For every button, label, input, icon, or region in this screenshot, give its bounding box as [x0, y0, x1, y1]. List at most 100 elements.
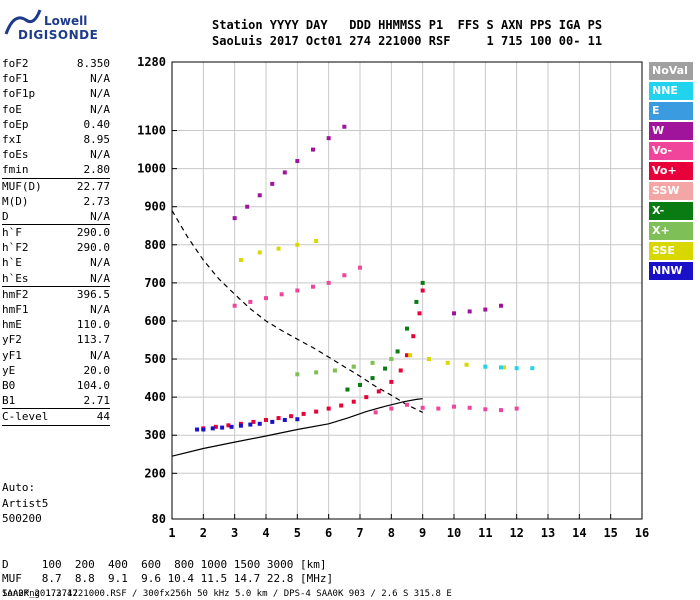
param-name: h`F2: [2, 241, 29, 255]
param-value: 8.95: [83, 132, 111, 146]
echo-point: [301, 411, 306, 416]
y-tick-label: 900: [144, 200, 166, 214]
echo-point: [373, 410, 378, 415]
divider: [2, 408, 110, 410]
echo-point: [257, 193, 262, 198]
echo-point: [452, 404, 456, 409]
param-row: h`E N/A: [2, 255, 110, 270]
x-tick-label: 8: [388, 526, 395, 540]
legend-item: E: [649, 102, 693, 120]
param-value: 290.0: [76, 241, 110, 255]
echo-point: [295, 417, 300, 422]
echo-point: [530, 366, 535, 371]
param-name: fxI: [2, 132, 22, 146]
echo-point: [289, 414, 294, 419]
param-row: M(D) 2.73: [2, 194, 110, 209]
echo-point: [226, 423, 231, 428]
x-tick-label: 10: [447, 526, 461, 540]
param-name: MUF(D): [2, 179, 42, 193]
echo-point: [295, 159, 300, 164]
echo-point: [232, 303, 237, 308]
legend-item: X-: [649, 202, 693, 220]
echo-point: [499, 365, 503, 370]
echo-point: [405, 326, 409, 331]
echo-point: [282, 170, 287, 175]
param-name: h`E: [2, 256, 22, 270]
param-name: h`Es: [2, 271, 29, 285]
param-name: M(D): [2, 194, 29, 208]
echo-point: [445, 360, 450, 365]
echo-point: [408, 353, 413, 358]
param-name: foF2: [2, 57, 29, 70]
param-row: fxI 8.95: [2, 132, 110, 147]
echo-point: [370, 376, 375, 381]
header-line-2: SaoLuis 2017 Oct01 274 221000 RSF 1 715 …: [212, 34, 603, 48]
legend-item: SSW: [649, 182, 693, 200]
logo-text-digisonde: DIGISONDE: [18, 28, 99, 42]
echo-point: [467, 405, 472, 410]
param-row: fmin 2.80: [2, 162, 110, 177]
param-value: 20.0: [83, 363, 111, 377]
param-group-1: foF2 8.350 foF1 N/A foF1p N/A foE N/A foEp 0.40 fx…: [2, 56, 110, 178]
echo-point: [276, 416, 281, 421]
echo-point: [232, 216, 237, 221]
param-row: foF1 N/A: [2, 71, 110, 86]
echo-point: [383, 366, 388, 371]
logo-text-lowell: Lowell: [44, 14, 88, 28]
y-tick-label: 1000: [137, 162, 166, 176]
echo-point: [389, 406, 394, 411]
param-value: 44: [96, 410, 110, 424]
legend-item: Vo+: [649, 162, 693, 180]
echo-point: [358, 382, 362, 387]
echo-point: [311, 147, 315, 152]
y-tick-label: 400: [144, 390, 166, 404]
x-tick-label: 3: [231, 526, 238, 540]
param-row: hmF2 396.5: [2, 287, 110, 302]
echo-point: [389, 357, 394, 362]
echo-point: [257, 421, 262, 426]
param-group-3: h`F 290.0 h`F2 290.0 h`E N/A h`Es N/A: [2, 225, 110, 286]
echo-point: [364, 395, 369, 400]
y-tick-label: 700: [144, 276, 166, 290]
echo-point: [370, 360, 375, 365]
param-value: 2.80: [83, 163, 111, 177]
x-tick-label: 4: [262, 526, 269, 540]
echo-point: [270, 181, 275, 186]
auto-software: Artist5: [2, 496, 49, 510]
echo-point: [414, 299, 419, 304]
param-value: 8.350: [76, 57, 110, 70]
footer-distance-row: D 100 200 400 600 800 1000 1500 3000 [km…: [2, 558, 327, 571]
y-tick-label: 80: [152, 512, 166, 526]
echo-point: [264, 417, 268, 422]
echo-point: [195, 427, 200, 432]
echo-point: [467, 309, 472, 314]
echo-point: [295, 242, 300, 247]
param-row: h`F 290.0: [2, 225, 110, 240]
x-tick-label: 9: [419, 526, 426, 540]
footer-version: Ion2Png 1.3.17: [2, 589, 78, 599]
auto-label: Auto:: [2, 481, 36, 494]
divider: [2, 285, 110, 287]
param-row: MUF(D) 22.77: [2, 179, 110, 194]
autoscaling-info: Auto: Artist5 500200: [2, 480, 48, 527]
x-tick-label: 14: [572, 526, 586, 540]
echo-point: [464, 362, 469, 367]
lowell-digisonde-logo: Lowell DIGISONDE: [4, 6, 114, 46]
param-row: B1 2.71: [2, 393, 110, 408]
param-row: C-level 44: [2, 409, 110, 424]
y-tick-label: 500: [144, 352, 166, 366]
axes: 1 2 3 4 5 6 7 8 9 10 11 12 13 14 15 1680200300400500600…: [137, 55, 649, 540]
echo-point: [332, 368, 337, 373]
echo-point: [326, 136, 331, 141]
param-row: B0 104.0: [2, 378, 110, 393]
echo-point: [345, 387, 350, 392]
echo-point: [245, 204, 250, 209]
param-name: foF1: [2, 72, 29, 86]
header-line-1: Station YYYY DAY DDD HHMMSS P1 FFS S AXN…: [212, 18, 603, 32]
echo-point: [358, 265, 362, 270]
param-name: hmF2: [2, 287, 29, 301]
x-tick-label: 1: [168, 526, 175, 540]
echo-point: [395, 349, 400, 354]
param-value: 104.0: [76, 378, 110, 392]
param-group-5: C-level 44: [2, 409, 110, 424]
